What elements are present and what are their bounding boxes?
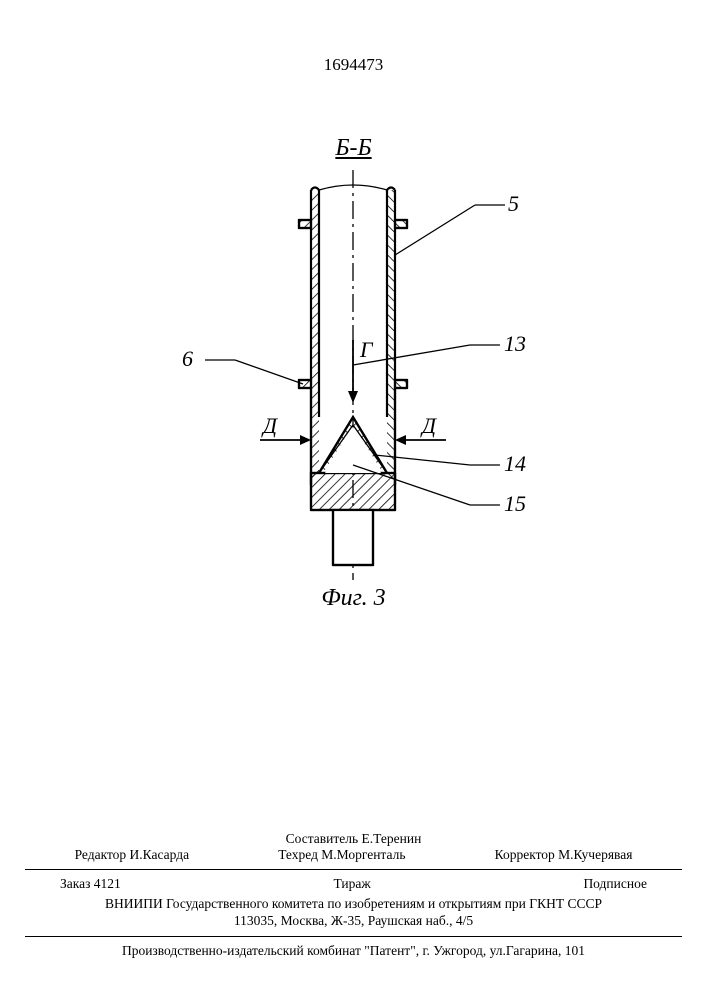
order-line: Заказ 4121 Тираж Подписное xyxy=(0,876,707,892)
label-g: Г xyxy=(359,337,374,362)
page: 1694473 Б-Б xyxy=(0,0,707,1000)
figure-caption: Фиг. 3 xyxy=(0,585,707,612)
separator-2 xyxy=(25,936,682,937)
institute: ВНИИПИ Государственного комитета по изоб… xyxy=(105,896,602,911)
credit-line: Редактор И.Касарда Техред М.Моргенталь К… xyxy=(0,847,707,863)
bottom-block: Составитель Е.Теренин Редактор И.Касарда… xyxy=(0,828,707,960)
callout-5: 5 xyxy=(508,191,519,216)
label-d-right: Д xyxy=(420,413,437,438)
editor: Редактор И.Касарда xyxy=(75,847,190,863)
callout-6: 6 xyxy=(182,346,193,371)
institute-block: ВНИИПИ Государственного комитета по изоб… xyxy=(0,896,707,930)
callout-13: 13 xyxy=(504,331,526,356)
section-title: Б-Б xyxy=(0,135,707,162)
tirage: Тираж xyxy=(334,876,371,892)
patent-number: 1694473 xyxy=(0,55,707,75)
order: Заказ 4121 xyxy=(60,876,121,892)
callout-14: 14 xyxy=(504,451,526,476)
label-d-left: Д xyxy=(261,413,278,438)
callout-15: 15 xyxy=(504,491,526,516)
address: 113035, Москва, Ж-35, Раушская наб., 4/5 xyxy=(234,913,473,928)
podpis: Подписное xyxy=(583,876,647,892)
separator-1 xyxy=(25,869,682,870)
printer: Производственно-издательский комбинат "П… xyxy=(0,943,707,960)
corrector: Корректор М.Кучерявая xyxy=(495,847,633,863)
techred: Техред М.Моргенталь xyxy=(278,847,405,863)
compiler: Составитель Е.Теренин xyxy=(0,831,707,847)
